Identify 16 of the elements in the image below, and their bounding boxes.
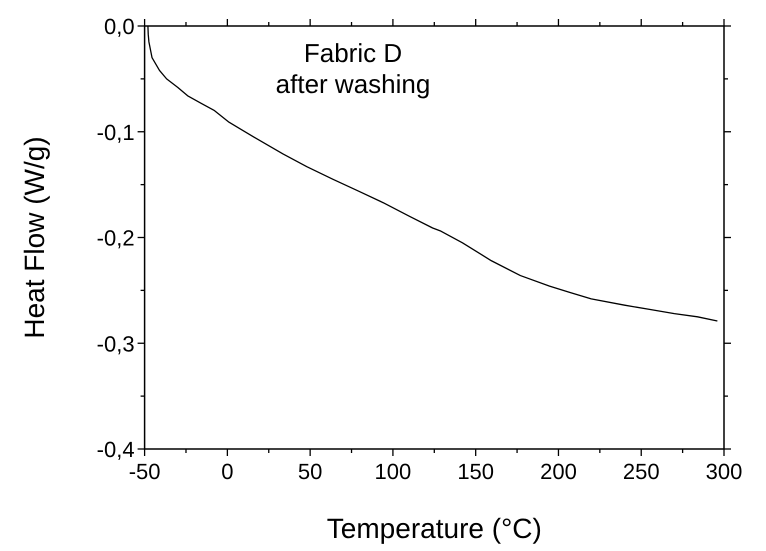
x-tick-label: 200 — [540, 459, 577, 484]
y-axis-title: Heat Flow (W/g) — [19, 136, 50, 339]
x-tick-label: 50 — [298, 459, 322, 484]
x-tick-label: -50 — [128, 459, 160, 484]
x-tick-label: 250 — [622, 459, 660, 484]
x-tick-label: 300 — [706, 459, 742, 484]
x-axis-title: Temperature (°C) — [326, 513, 542, 544]
y-tick-label: 0,0 — [104, 14, 135, 39]
y-tick-label: -0,3 — [96, 331, 135, 356]
y-tick-label: -0,2 — [96, 226, 135, 250]
text: Fabric D after washing — [276, 38, 430, 99]
x-tick-label: 0 — [221, 459, 234, 484]
y-tick-label: -0,1 — [96, 120, 135, 145]
x-tick-label: 150 — [457, 459, 494, 484]
x-tick-label: 100 — [374, 459, 412, 484]
y-tick-label: -0,4 — [96, 437, 135, 462]
